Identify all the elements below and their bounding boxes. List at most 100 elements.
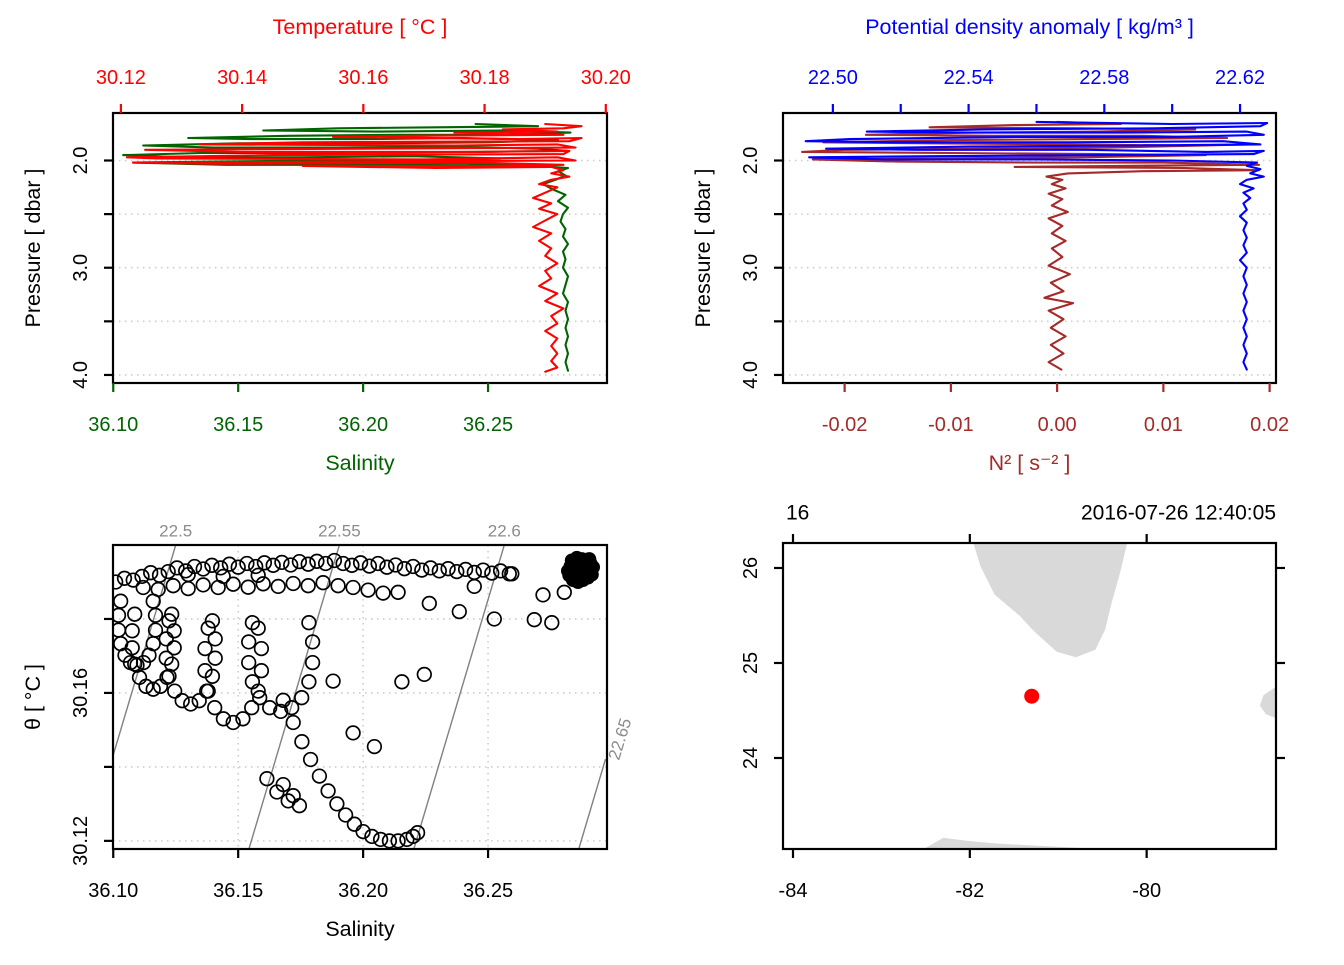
grid (783, 159, 1276, 376)
scatter-point (484, 565, 500, 581)
ts-diagram: 36.10 36.15 36.20 36.25 Salinity 30.12 30.16 θ … (21, 522, 635, 942)
axis-tick-label: 36.10 (88, 880, 138, 902)
axis-bottom-sal: 36.10 36.15 36.20 36.25 Salinity (88, 383, 513, 475)
plot-content (801, 120, 1269, 371)
scatter-point (174, 693, 190, 709)
axis-tick-label: 4.0 (740, 361, 762, 389)
axis-tick-label: 36.15 (213, 414, 263, 436)
profile-temperature-salinity: 30.12 30.14 30.16 30.18 30.20 Temperature [ °… (21, 15, 631, 475)
axis-tick-label: 36.15 (213, 880, 263, 902)
axis-title: Salinity (325, 451, 395, 475)
scatter-point (273, 703, 289, 720)
scatter-point (195, 561, 211, 577)
scatter-point (207, 631, 223, 647)
scatter-point (544, 615, 560, 631)
scatter-point (200, 620, 216, 636)
axis-tick-label: 26 (740, 557, 762, 579)
scatter-point (345, 579, 361, 596)
scatter-point (197, 663, 213, 679)
land-florida (973, 543, 1128, 658)
scatter-point (207, 650, 223, 666)
scatter-point (504, 566, 520, 582)
profile-density-n2: 22.50 22.54 22.58 22.62 Potential density an… (691, 15, 1289, 475)
scatter-point (405, 558, 421, 575)
scatter-point (180, 566, 196, 583)
axis-tick-label: 36.20 (338, 880, 388, 902)
scatter-point (178, 563, 194, 579)
scatter-point (207, 700, 223, 716)
scatter-point (326, 552, 343, 569)
scatter-point (317, 555, 334, 572)
axis-title: θ [ °C ] (21, 664, 45, 730)
plot-content (113, 545, 607, 849)
scatter-point (167, 683, 183, 699)
isopycnal-label: 22.5 (159, 522, 192, 541)
scatter-point (431, 563, 447, 579)
scatter-point (166, 640, 182, 656)
axis-tick-label: -84 (779, 880, 808, 902)
axis-tick-label: 36.25 (463, 880, 513, 902)
ts-points (113, 552, 572, 849)
scatter-point (183, 696, 199, 712)
axis-tick-label: -82 (955, 880, 984, 902)
scatter-point (301, 674, 317, 690)
scatter-point (134, 568, 150, 585)
scatter-point (204, 613, 221, 629)
scatter-point (285, 575, 301, 592)
scatter-point (145, 681, 161, 697)
scatter-point (366, 738, 383, 755)
scatter-point (204, 557, 220, 573)
axis-left-lat: 24 25 26 (740, 557, 783, 769)
plot-content (122, 122, 583, 373)
isopycnal-line (413, 545, 505, 849)
scatter-point (255, 576, 271, 592)
plot-frame (111, 111, 609, 385)
scatter-point (138, 678, 154, 694)
axis-tick-label: 36.20 (338, 414, 388, 436)
scatter-point (213, 560, 229, 576)
axis-title: Potential density anomaly [ kg/m³ ] (865, 15, 1194, 39)
scatter-point (440, 561, 456, 577)
scatter-point (161, 613, 177, 629)
scatter-point (294, 734, 310, 750)
axis-top-temp: 30.12 30.14 30.16 30.18 30.20 Temperature [ °… (96, 15, 631, 113)
scatter-point (370, 555, 386, 572)
isopycnal-label: 22.55 (318, 522, 361, 541)
scatter-point (416, 666, 432, 683)
axis-tick-label: 3.0 (740, 254, 762, 282)
scatter-point (325, 673, 341, 689)
isopycnal-label: 22.6 (488, 522, 521, 541)
scatter-point (364, 828, 380, 845)
axis-title: Temperature [ °C ] (273, 15, 448, 39)
scatter-point (158, 650, 174, 666)
scatter-point (135, 579, 151, 596)
scatter-point (143, 565, 159, 581)
scatter-point (566, 566, 581, 581)
scatter-point (253, 663, 270, 679)
scatter-point (381, 833, 398, 849)
scatter-point (355, 823, 371, 840)
scatter-point (244, 615, 261, 631)
scatter-point (113, 574, 124, 590)
axis-left-press: 2.0 3.0 4.0 Pressure [ dbar ] (21, 147, 113, 389)
scatter-point (309, 553, 325, 569)
scatter-point (422, 560, 439, 576)
land-cuba (923, 837, 1098, 849)
axis-tick-label: 4.0 (70, 361, 92, 389)
scatter-point (421, 595, 437, 612)
scatter-point (344, 557, 360, 573)
axis-tick-label: 30.16 (70, 668, 92, 718)
n2-curve (801, 120, 1261, 371)
axis-title: Pressure [ dbar ] (21, 169, 45, 328)
axis-tick-label: 30.14 (217, 67, 267, 89)
axis-bottom-n2: -0.02 -0.01 0.00 0.01 0.02 N² [ s⁻² ] (822, 383, 1289, 475)
scatter-point (379, 559, 395, 575)
axis-tick-label: -80 (1132, 880, 1161, 902)
scatter-point (275, 776, 291, 793)
scatter-point (252, 690, 268, 706)
scatter-point (320, 783, 336, 799)
scatter-point (285, 788, 301, 804)
scatter-point (240, 579, 256, 595)
